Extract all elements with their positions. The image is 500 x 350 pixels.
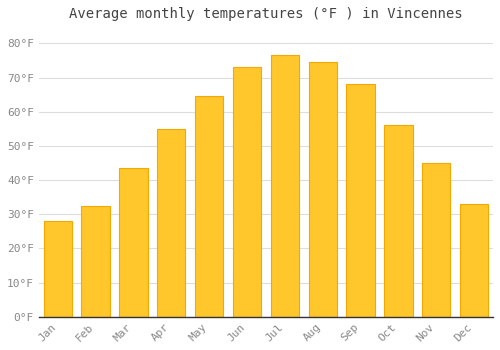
Bar [157,129,186,317]
Bar [44,221,72,317]
Bar [119,168,148,317]
Bar [82,206,110,317]
Bar [195,96,224,317]
Bar [233,67,261,317]
Bar [270,55,299,317]
Bar [308,62,337,317]
Bar [384,125,412,317]
Bar [460,204,488,317]
Bar [422,163,450,317]
Bar [346,84,375,317]
Title: Average monthly temperatures (°F ) in Vincennes: Average monthly temperatures (°F ) in Vi… [69,7,462,21]
